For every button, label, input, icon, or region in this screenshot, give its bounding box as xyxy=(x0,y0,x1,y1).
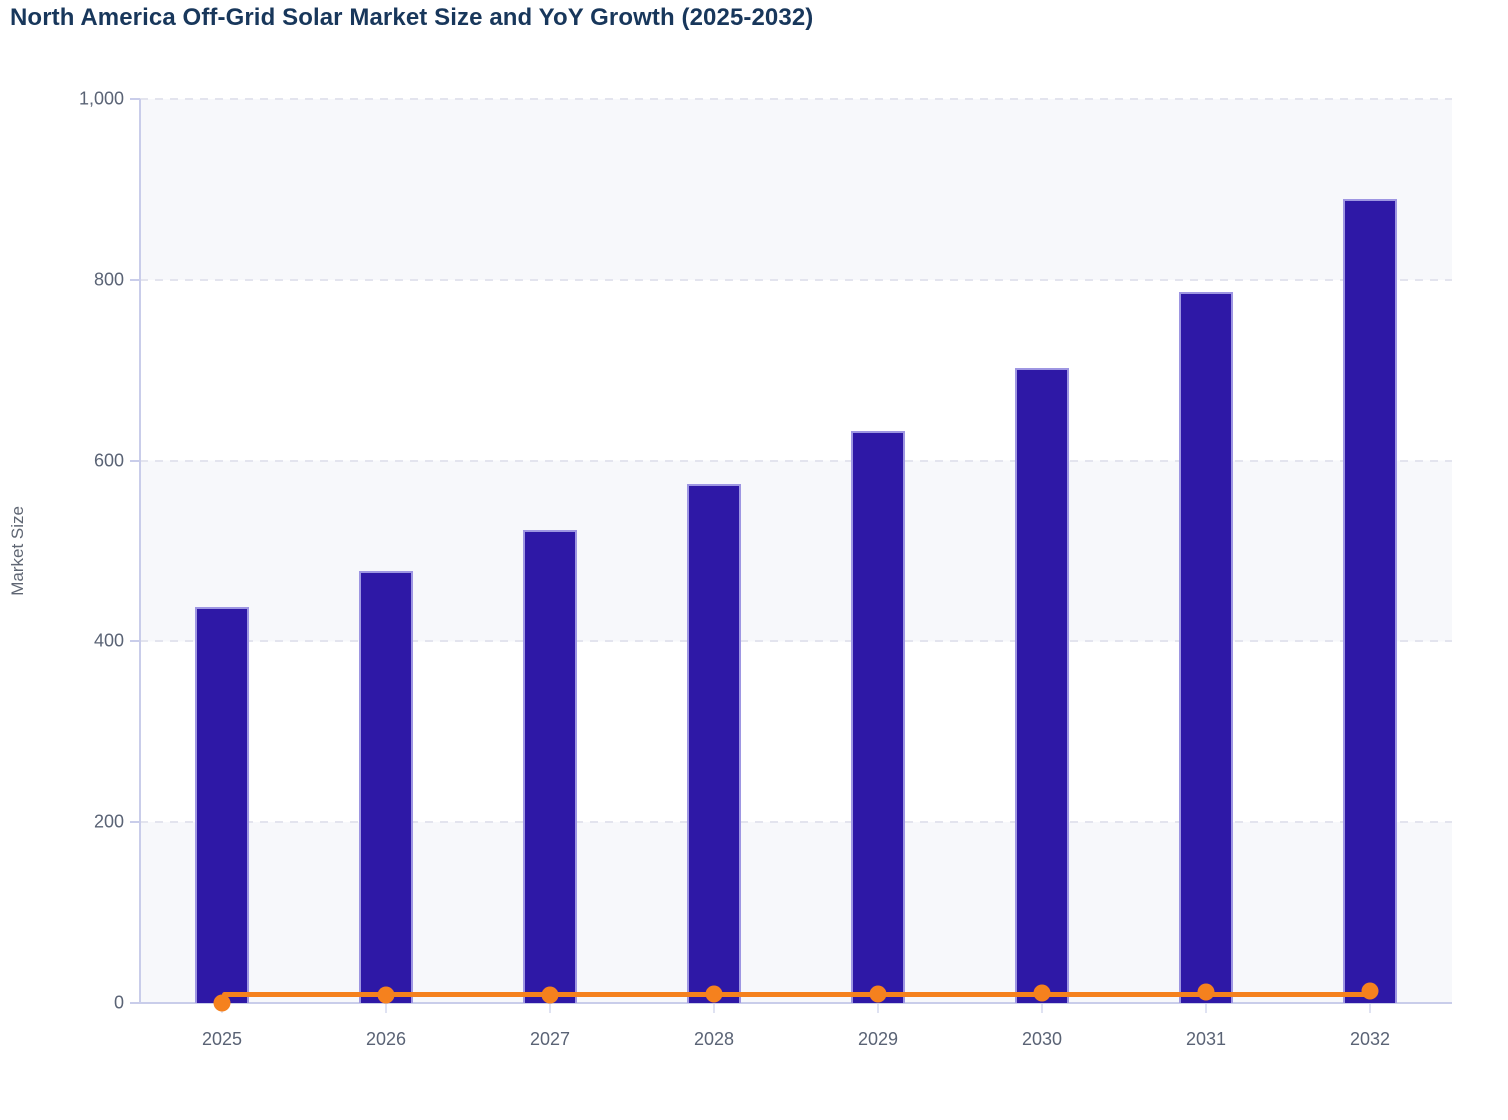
y-axis-tick-label: 0 xyxy=(113,992,124,1013)
gridline xyxy=(140,459,1452,462)
x-axis-tick xyxy=(713,1004,715,1013)
gridline xyxy=(140,821,1452,824)
y-axis-tick-label: 600 xyxy=(93,450,124,471)
x-axis-tick xyxy=(1369,1004,1371,1013)
yoy-growth-marker-2032 xyxy=(1361,982,1379,1000)
x-axis-tick-label: 2026 xyxy=(365,1029,407,1049)
x-axis-tick xyxy=(1205,1004,1207,1013)
yoy-growth-line xyxy=(222,992,1370,998)
y-axis-tick-label: 200 xyxy=(93,811,124,832)
y-axis-line xyxy=(139,99,141,1003)
bar-2030 xyxy=(1015,367,1069,1003)
x-axis-tick xyxy=(877,1004,879,1013)
x-axis-tick-label: 2025 xyxy=(201,1029,243,1049)
y-axis-tick xyxy=(130,640,140,643)
x-axis-tick xyxy=(549,1004,551,1013)
yoy-growth-marker-2029 xyxy=(869,985,887,1003)
y-axis-tick xyxy=(130,1002,140,1004)
x-axis-tick-label: 2032 xyxy=(1349,1029,1391,1049)
bar-2026 xyxy=(359,570,413,1003)
y-axis-tick xyxy=(130,459,140,462)
yoy-growth-marker-2030 xyxy=(1033,984,1051,1002)
x-axis-tick xyxy=(1041,1004,1043,1013)
bar-2032 xyxy=(1343,199,1397,1003)
y-axis-title: Market Size xyxy=(8,506,27,596)
y-axis-tick-label: 1,000 xyxy=(78,88,124,109)
y-axis-tick-label: 800 xyxy=(93,269,124,290)
x-axis-tick-label: 2029 xyxy=(857,1029,899,1049)
yoy-growth-marker-2026 xyxy=(377,986,395,1004)
y-axis-tick xyxy=(130,278,140,281)
x-axis-tick-label: 2027 xyxy=(529,1029,571,1049)
yoy-growth-marker-2028 xyxy=(705,985,723,1003)
gridline xyxy=(140,278,1452,281)
bar-2028 xyxy=(687,484,741,1003)
bar-2027 xyxy=(523,530,577,1003)
x-axis-line xyxy=(139,1002,1452,1004)
x-axis-tick xyxy=(385,1004,387,1013)
yoy-growth-marker-2027 xyxy=(541,986,559,1004)
x-axis-tick-label: 2031 xyxy=(1185,1029,1227,1049)
plot-area: 0 200 400 600 800 1,000 2025 2026 2027 2028 2029 20… xyxy=(79,89,1452,1049)
bar-2025 xyxy=(195,607,249,1003)
bar-2031 xyxy=(1179,292,1233,1003)
y-axis-tick-label: 400 xyxy=(93,630,124,651)
bar-2029 xyxy=(851,430,905,1003)
chart-title: North America Off-Grid Solar Market Size… xyxy=(10,4,814,31)
gridline xyxy=(140,98,1452,100)
y-axis-tick xyxy=(130,98,140,100)
yoy-growth-marker-2025 xyxy=(213,994,231,1012)
gridline xyxy=(140,640,1452,643)
x-axis-tick-label: 2030 xyxy=(1021,1029,1063,1049)
x-axis-tick-label: 2028 xyxy=(693,1029,735,1049)
yoy-growth-marker-2031 xyxy=(1197,983,1215,1001)
y-axis-title-wrap: Market Size xyxy=(2,99,34,1003)
y-axis-tick xyxy=(130,821,140,824)
